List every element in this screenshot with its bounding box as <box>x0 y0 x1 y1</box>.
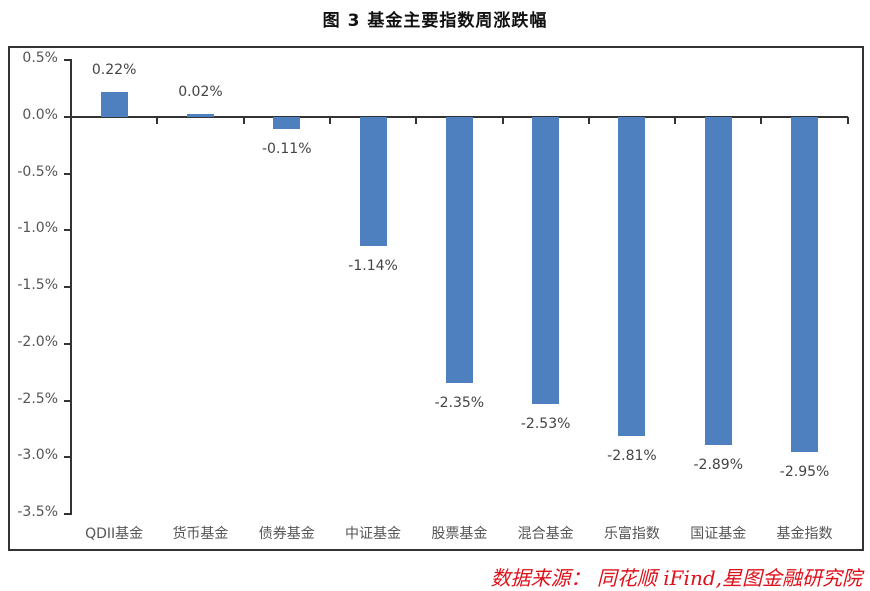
y-tick-label: -1.5% <box>17 277 58 293</box>
y-tick-label: -2.0% <box>17 333 58 350</box>
data-label: 0.02% <box>178 84 223 101</box>
bar <box>532 116 560 404</box>
bar <box>100 91 128 117</box>
bar <box>186 114 214 117</box>
bar <box>445 116 473 384</box>
chart-title: 图 3 基金主要指数周涨跌幅 <box>322 11 548 31</box>
x-tick <box>242 117 245 124</box>
y-tick <box>64 513 71 515</box>
data-label: -2.81% <box>607 447 657 464</box>
y-tick <box>64 456 71 459</box>
data-label: -2.35% <box>434 395 485 412</box>
x-category-label: 中证基金 <box>345 526 402 542</box>
chart-frame <box>8 46 864 551</box>
y-tick <box>64 172 71 175</box>
x-tick <box>501 117 504 124</box>
y-tick-label: -1.0% <box>17 220 58 237</box>
y-tick <box>64 286 71 288</box>
y-tick <box>64 399 71 402</box>
y-tick-label: -0.5% <box>17 163 58 180</box>
x-tick <box>156 117 159 124</box>
x-tick <box>674 117 677 124</box>
y-tick-label: 0.5% <box>22 50 58 66</box>
x-category-label: 国证基金 <box>690 526 747 542</box>
data-label: -2.53% <box>520 415 571 432</box>
y-tick <box>64 229 71 232</box>
data-label: -2.89% <box>693 456 744 473</box>
y-tick <box>64 59 71 61</box>
bar <box>704 116 732 445</box>
data-label: -0.11% <box>261 141 312 158</box>
bar <box>273 116 301 130</box>
data-label: -1.14% <box>348 258 398 275</box>
x-category-label: 股票基金 <box>431 526 488 542</box>
x-tick <box>846 117 849 124</box>
x-category-label: 乐富指数 <box>603 526 660 542</box>
x-category-label: QDII基金 <box>85 526 144 542</box>
bar <box>791 116 819 452</box>
bar <box>359 116 387 247</box>
y-tick <box>64 342 71 345</box>
y-tick-label: -3.5% <box>17 504 58 520</box>
x-tick <box>415 117 418 124</box>
y-tick-label: -3.0% <box>17 447 58 464</box>
y-axis-line <box>70 59 72 515</box>
x-category-label: 混合基金 <box>517 526 574 542</box>
data-label: -2.95% <box>779 463 830 480</box>
data-source-note: 数据来源： 同花顺 iFind,星图金融研究院 <box>490 566 862 590</box>
x-tick <box>587 117 590 124</box>
y-tick-label: 0.0% <box>22 106 58 123</box>
bar <box>618 116 646 436</box>
x-category-label: 债券基金 <box>258 526 315 542</box>
data-label: 0.22% <box>91 61 137 78</box>
y-tick-label: -2.5% <box>17 390 58 407</box>
x-tick <box>760 117 763 124</box>
x-category-label: 基金指数 <box>776 526 833 542</box>
y-tick <box>64 115 71 118</box>
x-tick <box>328 117 331 124</box>
x-category-label: 货币基金 <box>172 526 229 542</box>
